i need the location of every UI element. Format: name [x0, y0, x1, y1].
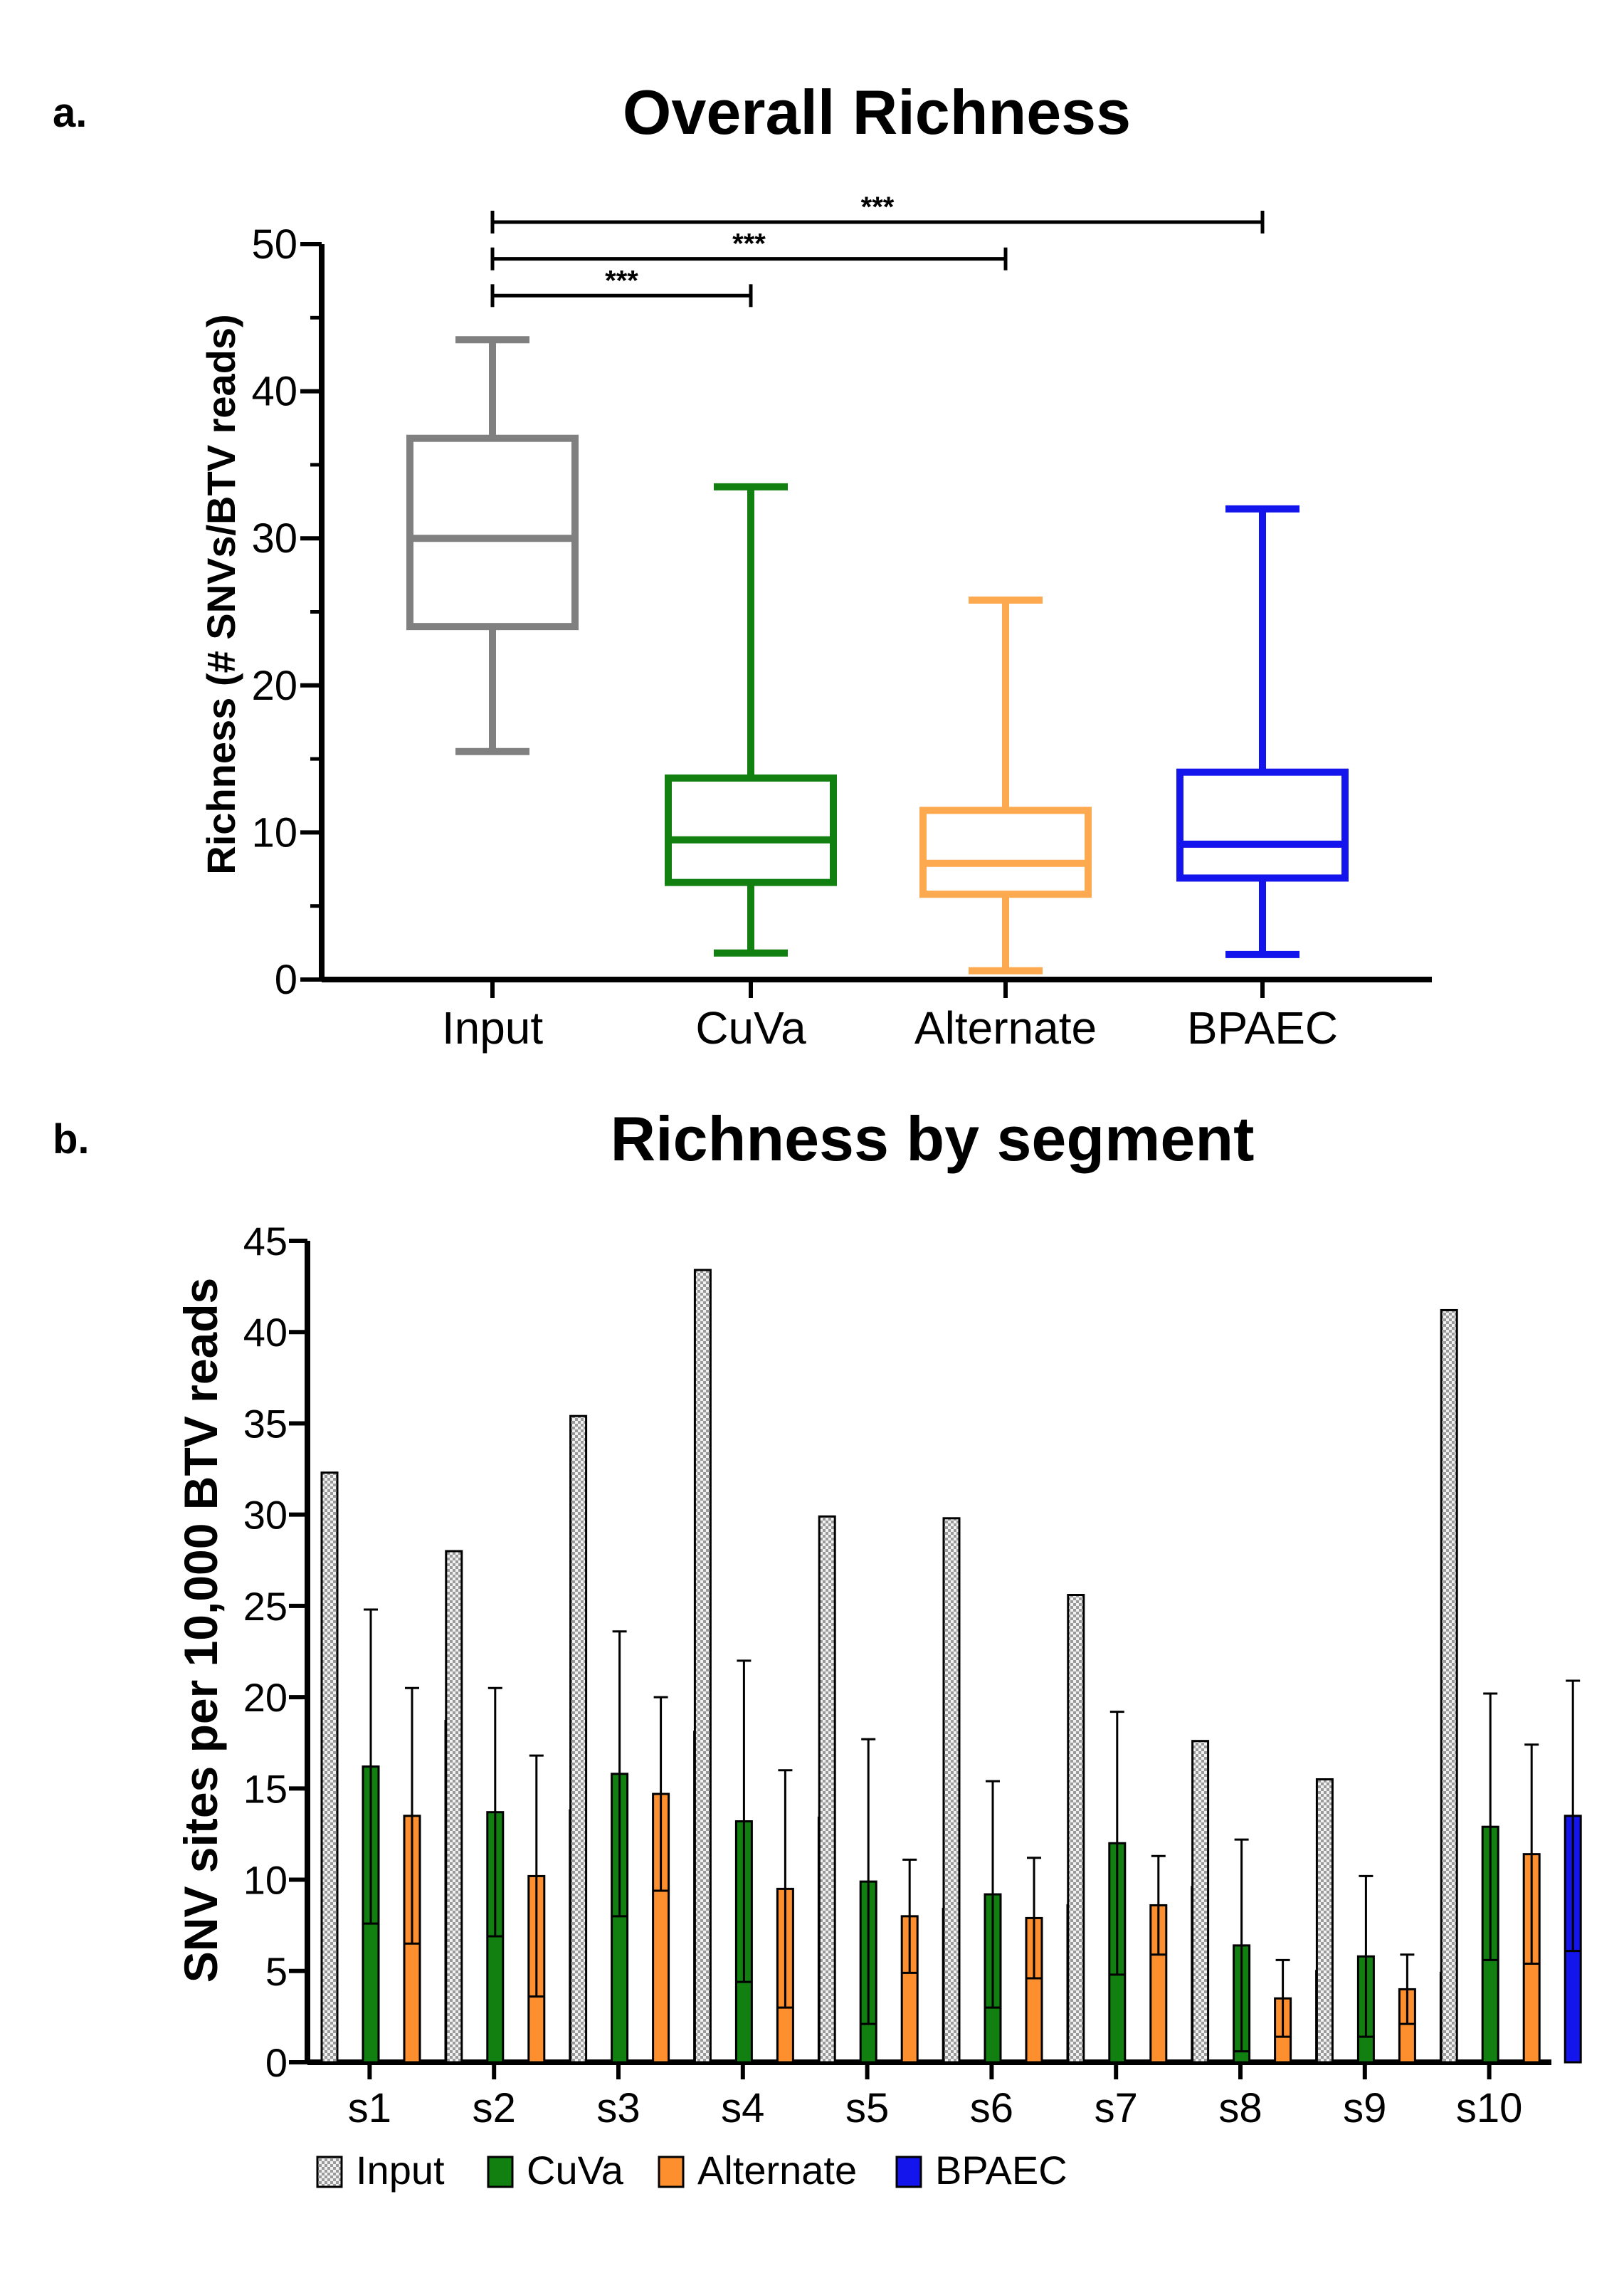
x-tick-label: Input [442, 1002, 544, 1054]
x-tick-label: s5 [845, 2085, 889, 2131]
x-tick-label: s7 [1095, 2085, 1138, 2131]
y-tick-label: 40 [243, 1310, 288, 1355]
chart-b-ylabel: SNV sites per 10,000 BTV reads [174, 1278, 227, 1983]
significance-label: *** [732, 229, 766, 260]
bar-input-s10 [1440, 1308, 1458, 2064]
legend-swatch-cuva [487, 2156, 514, 2188]
x-tick-label: s3 [596, 2085, 640, 2131]
significance-label: *** [605, 265, 638, 296]
y-tick-label: 30 [251, 515, 297, 562]
bar-input-s5 [818, 1515, 836, 2064]
box-iqr-bpaec [1176, 768, 1349, 882]
x-tick-label: s4 [721, 2085, 764, 2131]
bar-input-s2 [445, 1550, 463, 2064]
y-tick-label: 35 [243, 1401, 288, 1446]
y-tick-label: 0 [265, 2040, 288, 2085]
y-tick-label: 0 [275, 957, 297, 1003]
y-tick-label: 25 [243, 1584, 288, 1629]
box-plot-overall-richness: 0 10 20 30 40 50 Input CuVa Alternate BPAEC *** ***… [251, 191, 1432, 1054]
legend-swatch-input [316, 2156, 343, 2188]
legend-label: Input [356, 2148, 445, 2193]
x-tick-label: Alternate [914, 1002, 1097, 1054]
y-tick-label: 15 [243, 1766, 288, 1811]
legend-swatch-alternate [658, 2156, 685, 2188]
y-tick-label: 20 [251, 663, 297, 709]
significance-label: *** [861, 191, 895, 223]
x-tick-label: s10 [1456, 2085, 1523, 2131]
panel-a-label: a. [53, 90, 87, 136]
box-iqr-cuva [665, 774, 837, 886]
chart-b-legend: Input CuVa Alternate BPAEC [316, 2148, 1067, 2193]
y-tick-label: 30 [243, 1493, 288, 1538]
chart-a-ylabel: Richness (# SNVs/BTV reads) [199, 314, 243, 874]
bar-input-s9 [1315, 1778, 1334, 2064]
y-tick-label: 5 [265, 1949, 288, 1994]
legend-label: CuVa [527, 2148, 624, 2193]
bar-input-s4 [693, 1269, 712, 2064]
bar-input-s7 [1067, 1594, 1085, 2064]
chart-a-title: Overall Richness [623, 77, 1131, 147]
x-tick-label: s6 [970, 2085, 1013, 2131]
y-tick-label: 10 [251, 809, 297, 856]
chart-b-title: Richness by segment [611, 1103, 1255, 1174]
bar-chart-richness-by-segment: 0 5 10 15 20 25 30 35 40 45 s1 s2 s3 s4 s5 s6 s7 s8 s9 s10 [243, 1219, 1582, 2131]
bar-input-s3 [569, 1414, 588, 2064]
legend-swatch-bpaec [895, 2156, 922, 2188]
y-tick-label: 50 [251, 221, 297, 268]
box-iqr-input [406, 434, 579, 631]
bar-input-s6 [942, 1517, 961, 2064]
x-tick-label: s9 [1343, 2085, 1386, 2131]
box-iqr-alternate [919, 807, 1092, 898]
legend-label: Alternate [697, 2148, 857, 2193]
x-tick-label: CuVa [695, 1002, 806, 1054]
x-tick-label: BPAEC [1187, 1002, 1338, 1054]
bar-input-s1 [320, 1471, 339, 2064]
x-tick-label: s2 [473, 2085, 516, 2131]
y-tick-label: 20 [243, 1675, 288, 1720]
bar-input-s8 [1191, 1740, 1210, 2064]
y-tick-label: 10 [243, 1858, 288, 1903]
y-tick-label: 45 [243, 1219, 288, 1264]
legend-label: BPAEC [935, 2148, 1067, 2193]
x-tick-label: s8 [1218, 2085, 1262, 2131]
panel-b-label: b. [53, 1116, 90, 1162]
x-tick-label: s1 [348, 2085, 391, 2131]
y-tick-label: 40 [251, 369, 297, 415]
